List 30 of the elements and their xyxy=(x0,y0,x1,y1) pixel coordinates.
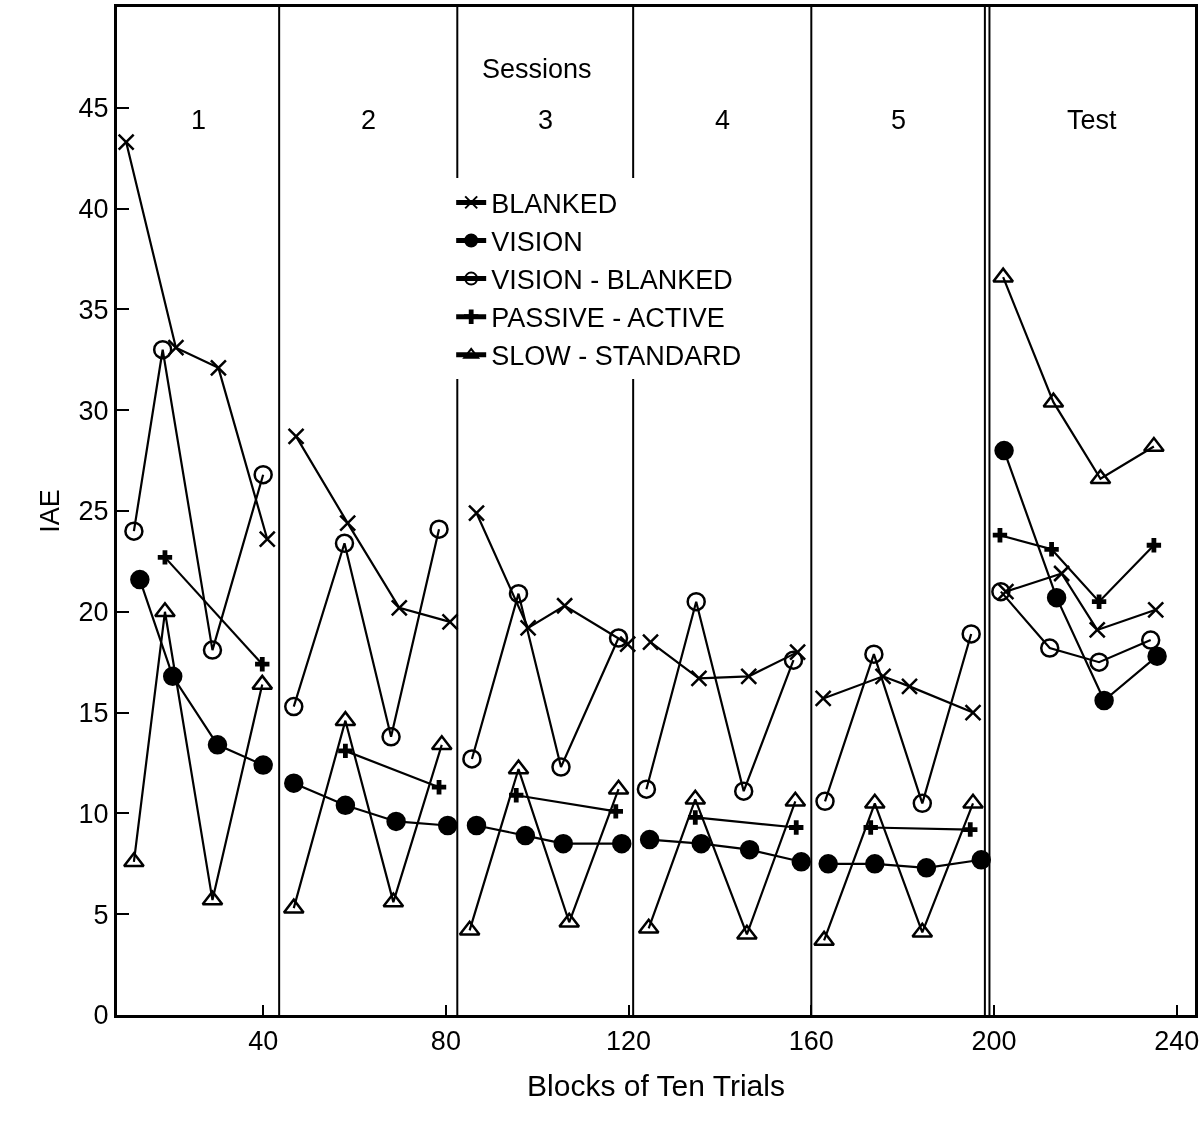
legend-label: BLANKED xyxy=(491,188,618,219)
x-tick-label: 120 xyxy=(606,1026,652,1057)
y-axis-title: IAE xyxy=(34,489,65,533)
legend-label: VISION xyxy=(491,227,583,258)
x-tick-label: 240 xyxy=(1154,1026,1200,1057)
legend-label: SLOW - STANDARD xyxy=(491,341,742,372)
y-tick-label: 30 xyxy=(78,395,109,426)
x-tick-label: 80 xyxy=(430,1026,461,1057)
y-tick-label: 15 xyxy=(78,698,109,729)
y-tick-label: 45 xyxy=(78,93,109,124)
annotation: 1 xyxy=(191,105,207,135)
y-tick-label: 25 xyxy=(78,496,109,527)
x-axis-title: Blocks of Ten Trials xyxy=(527,1068,785,1102)
y-tick-label: 5 xyxy=(93,899,109,930)
annotation: 5 xyxy=(891,105,907,135)
y-tick-label: 10 xyxy=(78,798,109,829)
annotation: 3 xyxy=(538,105,554,135)
annotation: Sessions xyxy=(482,54,592,84)
annotation: 4 xyxy=(715,105,731,135)
legend-label: VISION - BLANKED xyxy=(491,265,733,296)
annotation: 2 xyxy=(361,105,377,135)
y-tick-label: 40 xyxy=(78,194,109,225)
x-tick-label: 160 xyxy=(788,1026,834,1057)
y-tick-label: 20 xyxy=(78,597,109,628)
y-tick-label: 0 xyxy=(93,1000,109,1031)
y-tick-label: 35 xyxy=(78,294,109,325)
legend-label: PASSIVE - ACTIVE xyxy=(491,303,725,334)
annotation: Test xyxy=(1067,105,1118,135)
x-tick-label: 40 xyxy=(248,1026,279,1057)
x-tick-label: 200 xyxy=(971,1026,1017,1057)
